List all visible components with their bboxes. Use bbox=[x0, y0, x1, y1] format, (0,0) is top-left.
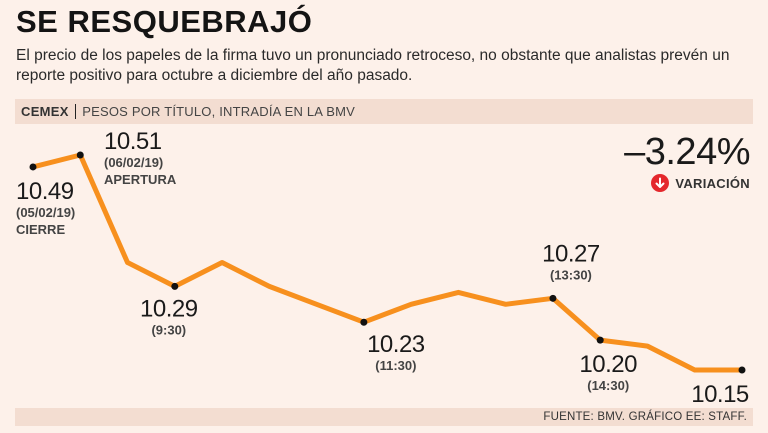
price-series-line bbox=[30, 152, 745, 373]
data-point-0 bbox=[29, 163, 37, 171]
data-label-time-11: (13:30) bbox=[550, 267, 592, 282]
variation-value: –3.24% bbox=[624, 131, 750, 173]
data-point-3 bbox=[171, 282, 179, 290]
data-label-value-0: 10.49 bbox=[16, 178, 74, 205]
chart-subtitle: El precio de los papeles de la firma tuv… bbox=[16, 47, 730, 84]
variation-label-text: VARIACIÓN bbox=[675, 175, 750, 191]
data-label-value-3: 10.29 bbox=[140, 295, 198, 322]
data-label-time-3: (9:30) bbox=[151, 322, 186, 337]
variation-box: –3.24% VARIACIÓN bbox=[624, 132, 750, 192]
unit-label: PESOS POR TÍTULO, INTRADÍA EN LA BMV bbox=[82, 104, 356, 119]
data-label-note-1: APERTURA bbox=[104, 172, 177, 187]
data-point-12 bbox=[596, 336, 604, 344]
source-text: FUENTE: BMV. GRÁFICO EE: STAFF. bbox=[543, 411, 747, 423]
data-point-7 bbox=[360, 318, 368, 326]
data-label-time-1: (06/02/19) bbox=[104, 155, 163, 170]
data-label-time-7: (11:30) bbox=[375, 358, 416, 373]
data-label-value-1: 10.51 bbox=[104, 128, 162, 155]
data-point-15 bbox=[738, 366, 746, 374]
source-bar: FUENTE: BMV. GRÁFICO EE: STAFF. bbox=[15, 408, 753, 426]
data-label-note-0: CIERRE bbox=[16, 222, 65, 237]
ticker-label: CEMEX bbox=[21, 104, 69, 119]
data-point-11 bbox=[549, 294, 557, 302]
data-label-value-11: 10.27 bbox=[542, 240, 600, 267]
down-arrow-icon bbox=[651, 174, 670, 192]
label-separator bbox=[74, 104, 77, 119]
variation-label-row: VARIACIÓN bbox=[624, 174, 750, 192]
data-label-value-7: 10.23 bbox=[367, 331, 425, 358]
data-label-value-12: 10.20 bbox=[579, 351, 637, 378]
data-label-time-0: (05/02/19) bbox=[16, 205, 75, 220]
chart-label-bar: CEMEX PESOS POR TÍTULO, INTRADÍA EN LA B… bbox=[15, 99, 753, 124]
data-label-value-15: 10.15 bbox=[691, 381, 749, 408]
data-label-time-12: (14:30) bbox=[587, 378, 629, 393]
chart-title: SE RESQUEBRAJÓ bbox=[16, 4, 313, 39]
data-point-1 bbox=[76, 151, 84, 159]
